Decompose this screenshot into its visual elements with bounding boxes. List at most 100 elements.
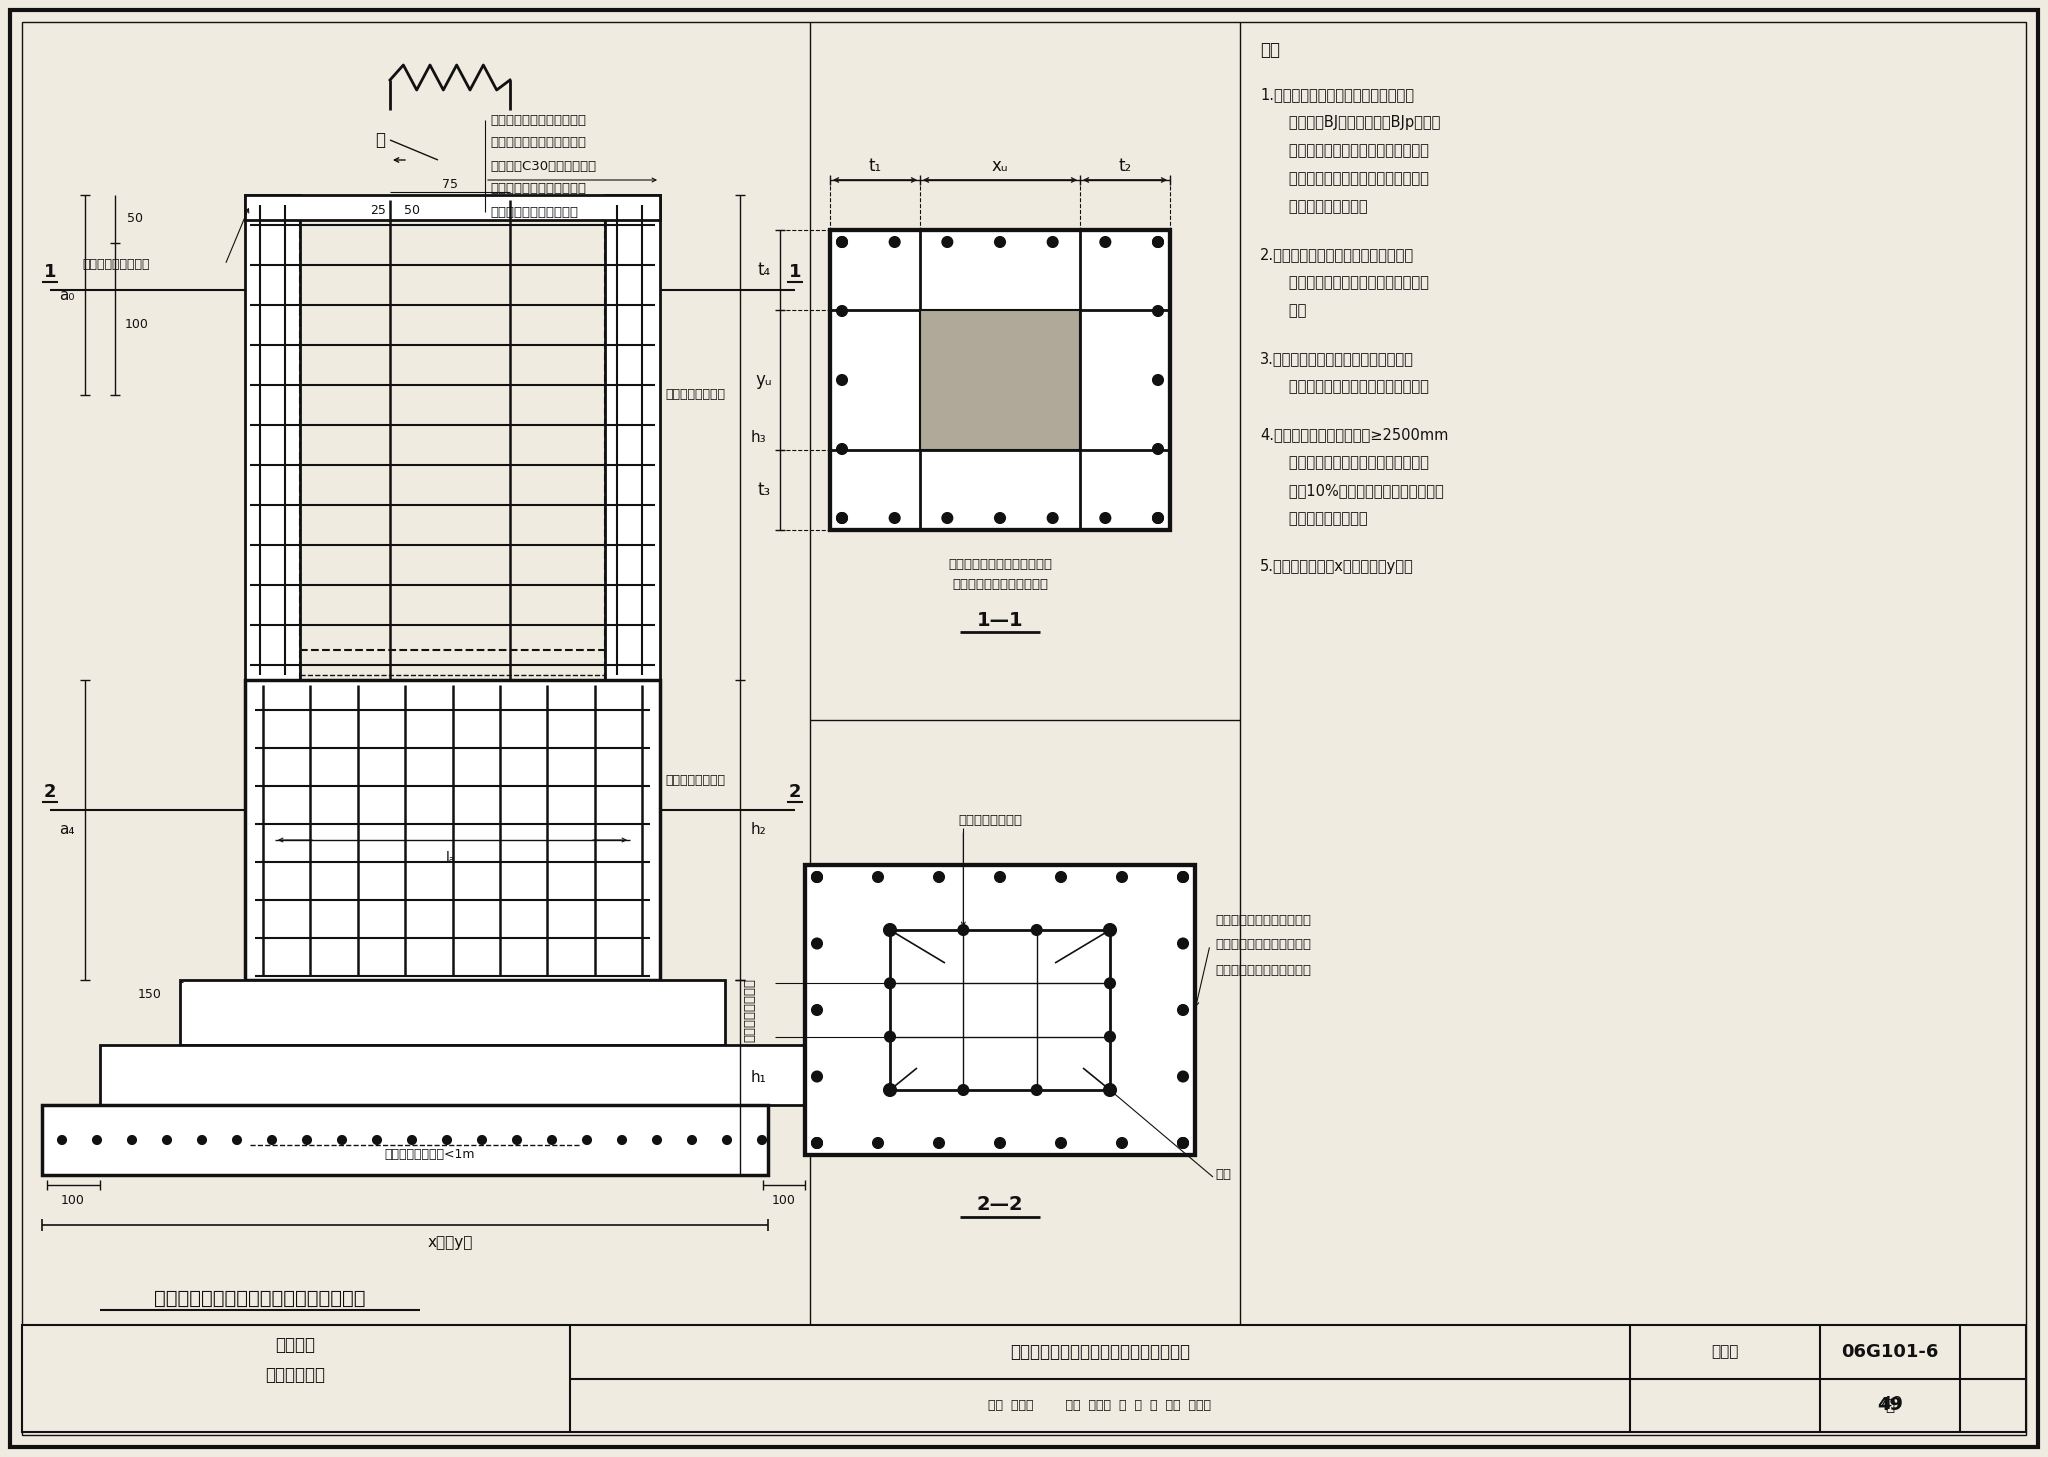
Circle shape	[811, 1138, 821, 1148]
Circle shape	[1116, 1138, 1126, 1148]
Bar	[246, 195, 299, 680]
Circle shape	[477, 1136, 485, 1144]
Text: 角筋: 角筋	[1214, 1169, 1231, 1182]
Circle shape	[811, 1138, 821, 1148]
Bar	[805, 865, 1194, 1155]
Text: 50: 50	[403, 204, 420, 217]
Text: 第二部分: 第二部分	[274, 1336, 315, 1354]
Circle shape	[92, 1136, 100, 1144]
Text: 5.规定图面水平为x向，竖向为y向。: 5.规定图面水平为x向，竖向为y向。	[1260, 559, 1413, 574]
Text: 1: 1	[43, 264, 55, 281]
Text: 2: 2	[43, 782, 55, 801]
Circle shape	[995, 513, 1006, 523]
Circle shape	[958, 925, 969, 935]
Circle shape	[942, 513, 952, 523]
Text: 75: 75	[442, 179, 459, 191]
Text: 膨胀细石混凝土先填底部，: 膨胀细石混凝土先填底部，	[489, 182, 586, 195]
Circle shape	[885, 924, 897, 935]
Circle shape	[1049, 513, 1057, 523]
Circle shape	[1049, 237, 1057, 248]
Circle shape	[442, 1136, 451, 1144]
Text: h₁: h₁	[750, 1069, 766, 1085]
Bar	[246, 680, 659, 981]
Circle shape	[1178, 871, 1188, 881]
Circle shape	[872, 1138, 883, 1148]
Text: xᵤ: xᵤ	[991, 157, 1008, 175]
Circle shape	[1057, 1138, 1067, 1148]
Text: 柱: 柱	[375, 131, 385, 149]
Circle shape	[811, 871, 821, 881]
Circle shape	[584, 1136, 592, 1144]
Text: 3.杯口独立基础底板底部钢筋构造，详: 3.杯口独立基础底板底部钢筋构造，详	[1260, 351, 1413, 367]
Text: 高杯口独立基础杯壁和基础短柱配筋构造: 高杯口独立基础杯壁和基础短柱配筋构造	[1010, 1343, 1190, 1361]
Circle shape	[758, 1136, 766, 1144]
Circle shape	[1106, 1032, 1114, 1042]
Circle shape	[889, 237, 899, 248]
Text: 注：: 注：	[1260, 41, 1280, 58]
Circle shape	[549, 1136, 555, 1144]
Circle shape	[373, 1136, 381, 1144]
Text: 杯口顶部焊接钢筋网，其下方: 杯口顶部焊接钢筋网，其下方	[948, 558, 1053, 571]
Circle shape	[942, 237, 952, 248]
Bar	[180, 981, 725, 1045]
Circle shape	[199, 1136, 207, 1144]
Text: 49: 49	[1880, 1396, 1903, 1413]
Text: 图构造规定，施工按相应平法制图规: 图构造规定，施工按相应平法制图规	[1276, 275, 1430, 290]
Circle shape	[885, 978, 895, 988]
Text: 时，除外侧钢筋外，底板配筋长度可: 时，除外侧钢筋外，底板配筋长度可	[1276, 456, 1430, 471]
Text: a₄: a₄	[59, 823, 74, 838]
Text: 高杯口独立基础杯壁和基础短柱配筋构造: 高杯口独立基础杯壁和基础短柱配筋构造	[154, 1288, 367, 1307]
Text: 毛，柱子与杯口之间的空隙: 毛，柱子与杯口之间的空隙	[489, 137, 586, 150]
Text: lₐ: lₐ	[444, 851, 455, 865]
Text: 100: 100	[61, 1193, 84, 1206]
Circle shape	[1178, 871, 1188, 881]
Circle shape	[885, 1084, 897, 1096]
Circle shape	[127, 1136, 135, 1144]
Text: 拉筋在短柱范围内设置，其: 拉筋在短柱范围内设置，其	[1214, 914, 1311, 927]
Text: 页: 页	[1886, 1397, 1894, 1413]
Circle shape	[811, 871, 821, 881]
Circle shape	[1100, 513, 1110, 523]
Text: 杯口范围箍筋间距: 杯口范围箍筋间距	[666, 389, 725, 402]
Circle shape	[1153, 513, 1163, 523]
Circle shape	[838, 237, 848, 248]
Text: a₀: a₀	[59, 287, 74, 303]
Text: t₄: t₄	[758, 261, 770, 278]
Circle shape	[1178, 1071, 1188, 1081]
Text: 100: 100	[125, 319, 150, 332]
Circle shape	[1178, 1138, 1188, 1148]
Bar	[23, 1324, 2025, 1432]
Text: x（或y）: x（或y）	[428, 1236, 473, 1250]
Circle shape	[872, 871, 883, 881]
Bar	[100, 1045, 805, 1104]
Bar	[805, 865, 1194, 1155]
Circle shape	[958, 1085, 969, 1096]
Text: 坡形截面且坡度较大时，应在坡面上: 坡形截面且坡度较大时，应在坡面上	[1276, 143, 1430, 159]
Text: 50: 50	[127, 213, 143, 226]
Text: 见本标准图集相应页面图示和规定。: 见本标准图集相应页面图示和规定。	[1276, 379, 1430, 395]
Bar	[829, 230, 1169, 530]
Circle shape	[811, 938, 821, 949]
Text: 柱插入杯口部分的表面应凿: 柱插入杯口部分的表面应凿	[489, 114, 586, 127]
Circle shape	[268, 1136, 276, 1144]
Circle shape	[653, 1136, 662, 1144]
Circle shape	[1104, 924, 1116, 935]
Circle shape	[995, 871, 1006, 881]
Text: 则。: 则。	[1276, 303, 1307, 319]
Circle shape	[1032, 925, 1042, 935]
Text: 向相对于短柱纵筋隔一拉一: 向相对于短柱纵筋隔一拉一	[1214, 963, 1311, 976]
Circle shape	[1153, 374, 1163, 385]
Circle shape	[688, 1136, 696, 1144]
Circle shape	[1153, 513, 1163, 523]
Text: 长边中部竖向纵筋: 长边中部竖向纵筋	[958, 813, 1022, 826]
Circle shape	[838, 237, 848, 248]
Text: 安装顶部模板，以确保混凝土能够浇: 安装顶部模板，以确保混凝土能够浇	[1276, 172, 1430, 186]
Text: 1—1: 1—1	[977, 610, 1024, 629]
Circle shape	[338, 1136, 346, 1144]
Bar	[920, 310, 1079, 450]
Circle shape	[934, 871, 944, 881]
Circle shape	[1153, 444, 1163, 455]
Text: t₂: t₂	[1118, 157, 1133, 175]
Circle shape	[889, 513, 899, 523]
Circle shape	[512, 1136, 520, 1144]
